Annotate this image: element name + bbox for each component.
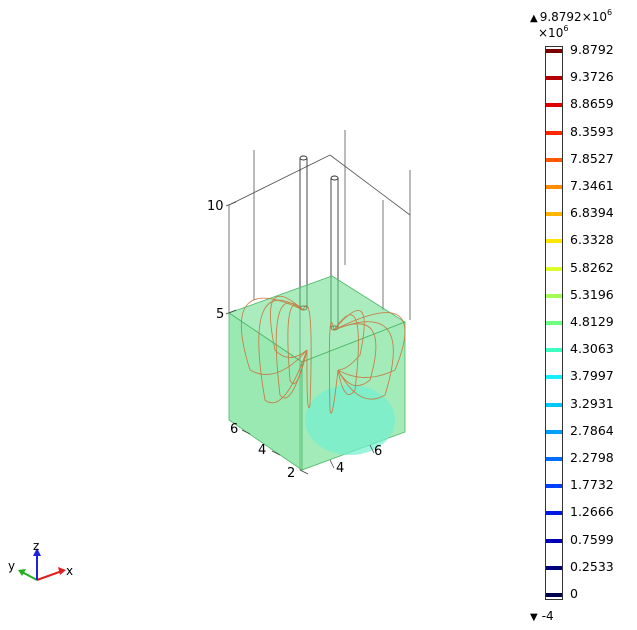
plot-viewport[interactable]: 10 5 6 4 2 4 6 [0, 0, 520, 630]
color-bar [545, 46, 563, 600]
z-tick-5: 5 [216, 307, 225, 322]
z-tick-10: 10 [207, 199, 224, 214]
y-tick-6: 6 [230, 422, 239, 437]
color-bar-label: 2.7864 [570, 422, 614, 438]
streamline [333, 321, 394, 400]
color-bar-band [546, 538, 562, 543]
color-bar-label: 9.8792 [570, 42, 614, 57]
color-bar-label: 6.3328 [570, 232, 614, 248]
color-bar-label: 0 [570, 586, 578, 601]
streamline [269, 295, 308, 358]
color-bar-band [546, 157, 562, 162]
color-bar-label: 9.3726 [570, 69, 614, 85]
color-bar-band [546, 348, 562, 353]
color-bar-band [546, 239, 562, 244]
color-legend-max: ▲ 9.8792×106 [530, 8, 612, 24]
color-bar-band [546, 103, 562, 108]
y-tick-2: 2 [287, 466, 296, 481]
color-bar-label: 5.8262 [570, 259, 614, 275]
x-tick-4: 4 [336, 461, 345, 476]
axis-triad: x y z [0, 535, 90, 595]
streamline [302, 305, 312, 408]
streamline [328, 322, 339, 414]
color-bar-band [546, 321, 562, 325]
color-bar-label: 4.3063 [570, 341, 614, 357]
color-bar-label: 0.7599 [570, 531, 614, 547]
streamlines [241, 295, 406, 414]
color-bar-band [546, 49, 562, 53]
color-bar-band [546, 130, 562, 135]
color-bar-band [546, 402, 562, 407]
max-exponent: 6 [607, 8, 613, 17]
triad-arrows [18, 548, 66, 581]
streamline [333, 310, 365, 371]
color-bar-band [546, 457, 562, 461]
color-bar-band [546, 429, 562, 434]
color-bar-band [546, 565, 562, 570]
streamline [333, 323, 377, 387]
multiplier-base: ×10 [538, 26, 564, 40]
triad-z-label: z [33, 539, 40, 553]
streamline [333, 312, 406, 378]
plot-canvas[interactable] [0, 0, 520, 630]
field-hotspot [305, 385, 395, 455]
color-legend-min: ▼ -4 [530, 609, 554, 623]
streamline [258, 299, 308, 404]
max-triangle-icon: ▲ [530, 13, 538, 24]
color-bar-band [546, 266, 562, 271]
grid-frame [228, 130, 411, 470]
triad-x-label: x [66, 564, 74, 578]
color-bar-band [546, 511, 562, 516]
color-bar-band [546, 76, 562, 81]
axis-tick-marks [225, 201, 375, 475]
min-value: -4 [541, 609, 554, 623]
color-legend-multiplier: ×106 [538, 24, 568, 40]
color-bar-label: 7.3461 [570, 178, 614, 193]
color-bar-band [546, 185, 562, 189]
color-bar-label: 8.3593 [570, 123, 614, 139]
color-bar-label: 4.8129 [570, 314, 614, 329]
color-bar-label: 3.7997 [570, 368, 614, 384]
color-bar-label: 5.3196 [570, 286, 614, 302]
streamline [241, 297, 308, 375]
color-bar-band [546, 593, 562, 597]
color-bar-label: 2.2798 [570, 450, 614, 465]
color-bar-band [546, 484, 562, 489]
color-bar-label: 1.2666 [570, 504, 614, 520]
y-tick-4: 4 [258, 443, 267, 458]
color-bar-band [546, 212, 562, 217]
multiplier-exponent: 6 [563, 24, 569, 33]
triad-y-label: y [8, 559, 16, 573]
domain-cube [228, 275, 406, 471]
color-bar-label: 7.8527 [570, 150, 614, 166]
min-triangle-icon: ▼ [530, 612, 538, 623]
color-bar-band [546, 375, 562, 380]
color-bar-label: 0.2533 [570, 558, 614, 574]
color-legend: ▲ 9.8792×106 ×106 9.8792 9.3726 8.8659 8.359… [528, 0, 637, 630]
color-bar-label: 6.8394 [570, 205, 614, 221]
x-tick-6: 6 [374, 444, 383, 459]
color-bar-band [546, 293, 562, 298]
color-bar-label: 1.7732 [570, 477, 614, 493]
max-value: 9.8792×10 [539, 10, 608, 24]
color-bar-label: 3.2931 [570, 395, 614, 411]
color-bar-label: 8.8659 [570, 96, 614, 112]
